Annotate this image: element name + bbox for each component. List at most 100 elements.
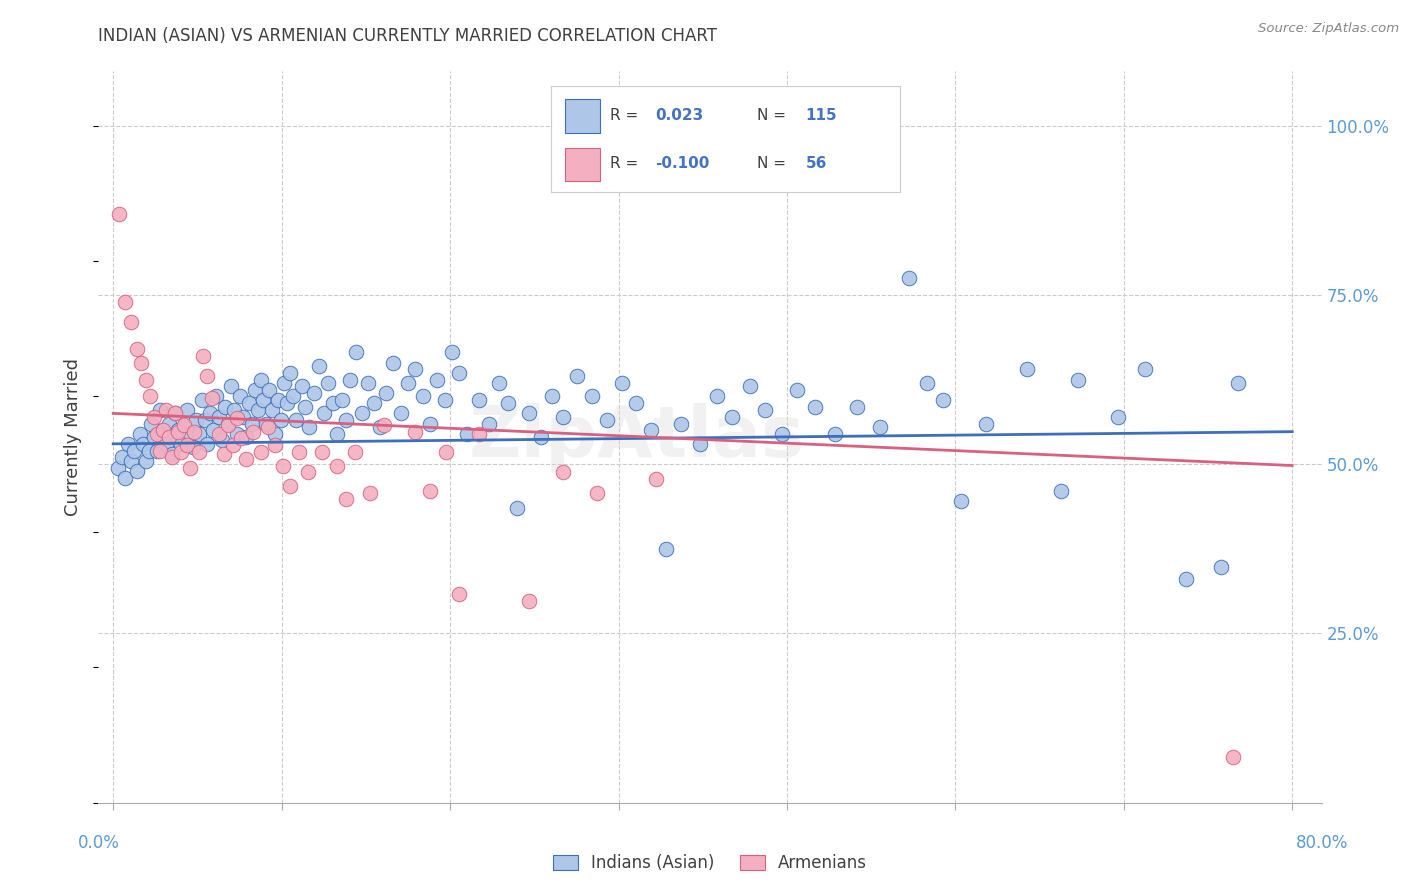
Point: [382, 355, 405, 369]
Point: [149, 443, 172, 458]
Point: [318, 376, 340, 390]
Point: [488, 376, 510, 390]
Point: [264, 438, 287, 452]
Point: [284, 413, 307, 427]
Point: [326, 426, 349, 441]
Legend: Indians (Asian), Armenians: Indians (Asian), Armenians: [547, 847, 873, 879]
Point: [281, 389, 304, 403]
Point: [433, 392, 456, 407]
Point: [1222, 749, 1244, 764]
Point: [125, 464, 148, 478]
Point: [949, 494, 972, 508]
Point: [330, 392, 353, 407]
Point: [205, 389, 228, 403]
Point: [146, 443, 169, 458]
Point: [1067, 372, 1090, 386]
Point: [449, 587, 471, 601]
Point: [160, 450, 183, 465]
Point: [974, 417, 997, 431]
Point: [238, 396, 260, 410]
Point: [173, 417, 195, 432]
Point: [506, 501, 529, 516]
Point: [155, 437, 177, 451]
Point: [107, 460, 129, 475]
Point: [585, 485, 607, 500]
Point: [770, 426, 793, 441]
Text: INDIAN (ASIAN) VS ARMENIAN CURRENTLY MARRIED CORRELATION CHART: INDIAN (ASIAN) VS ARMENIAN CURRENTLY MAR…: [98, 27, 717, 45]
Point: [131, 437, 153, 451]
Point: [229, 389, 252, 403]
Point: [262, 403, 284, 417]
Point: [170, 445, 193, 459]
Point: [214, 400, 236, 414]
Point: [259, 383, 281, 397]
Point: [278, 479, 301, 493]
Point: [231, 432, 253, 446]
Point: [135, 372, 157, 386]
Point: [246, 403, 269, 417]
Point: [738, 379, 761, 393]
Point: [322, 396, 344, 410]
Point: [111, 450, 134, 465]
Point: [217, 417, 239, 431]
Point: [311, 445, 333, 459]
Point: [190, 392, 212, 407]
Point: [326, 458, 349, 473]
Point: [264, 426, 287, 441]
Point: [419, 417, 441, 431]
Point: [222, 403, 245, 417]
Point: [302, 386, 325, 401]
Point: [426, 372, 449, 386]
Point: [249, 445, 271, 459]
Point: [373, 417, 395, 432]
Point: [152, 423, 174, 437]
Point: [249, 372, 271, 386]
Point: [297, 465, 319, 479]
Point: [596, 413, 619, 427]
Point: [419, 484, 441, 499]
Point: [125, 342, 148, 356]
Point: [117, 437, 139, 451]
Point: [339, 372, 361, 386]
Point: [467, 426, 489, 441]
Point: [298, 420, 321, 434]
Point: [824, 426, 846, 441]
Point: [129, 355, 152, 369]
Point: [232, 409, 254, 424]
Point: [157, 417, 180, 431]
Point: [114, 471, 136, 485]
Point: [434, 445, 457, 459]
Point: [308, 359, 330, 373]
Point: [243, 383, 266, 397]
Point: [240, 417, 263, 431]
Point: [1226, 376, 1249, 390]
Point: [754, 403, 776, 417]
Point: [201, 391, 224, 405]
Y-axis label: Currently Married: Currently Married: [65, 358, 83, 516]
Point: [529, 430, 551, 444]
Point: [610, 376, 633, 390]
Point: [404, 425, 426, 439]
Point: [389, 406, 412, 420]
Text: 0.0%: 0.0%: [77, 834, 120, 852]
Point: [357, 376, 380, 390]
Point: [157, 430, 180, 444]
Point: [252, 392, 274, 407]
Point: [412, 389, 434, 403]
Point: [138, 443, 160, 458]
Point: [449, 366, 471, 380]
Point: [179, 460, 201, 475]
Text: ZipAtlas: ZipAtlas: [468, 402, 804, 472]
Point: [273, 376, 295, 390]
Point: [669, 417, 692, 431]
Point: [581, 389, 603, 403]
Point: [208, 426, 231, 441]
Point: [335, 492, 357, 507]
Point: [655, 541, 678, 556]
Point: [187, 445, 209, 459]
Point: [219, 379, 242, 393]
Point: [257, 420, 280, 434]
Point: [167, 423, 190, 437]
Point: [721, 409, 744, 424]
Point: [122, 443, 145, 458]
